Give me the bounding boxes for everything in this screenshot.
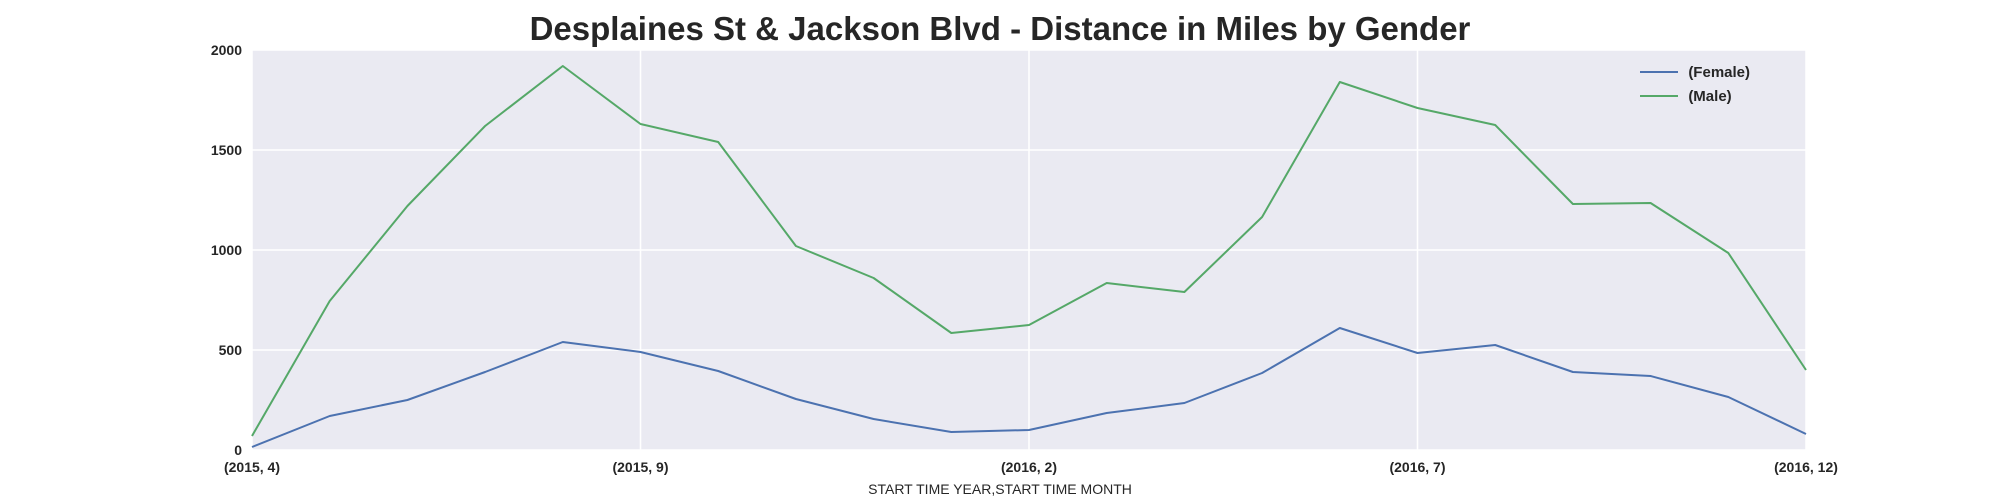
legend-swatch [1640,95,1679,97]
x-tick-label: (2015, 4) [224,459,280,475]
tick-labels: 0 500 1000 1500 2000 (2015, 4) (2015, 9) (2016,… [211,42,1838,475]
x-axis-label: START TIME YEAR,START TIME MONTH [868,481,1132,497]
legend-item: (Female) [1640,60,1750,84]
series-line-0 [251,327,1807,448]
legend-swatch [1640,71,1679,73]
y-tick-label: 500 [219,342,243,358]
x-tick-label: (2015, 9) [612,459,668,475]
y-tick-label: 2000 [211,42,242,58]
x-tick-label: (2016, 12) [1774,459,1838,475]
legend-item: (Male) [1640,84,1750,108]
y-tick-label: 0 [234,442,242,458]
series-lines [251,65,1807,448]
legend: (Female) (Male) [1640,60,1750,108]
series-line-1 [251,65,1807,437]
x-tick-label: (2016, 2) [1001,459,1057,475]
legend-label: (Male) [1688,87,1732,105]
y-tick-label: 1000 [211,242,242,258]
legend-label: (Female) [1688,63,1750,81]
y-tick-label: 1500 [211,142,242,158]
gridlines [251,49,1807,451]
x-tick-label: (2016, 7) [1389,459,1445,475]
chart-title: Desplaines St & Jackson Blvd - Distance … [529,10,1471,47]
